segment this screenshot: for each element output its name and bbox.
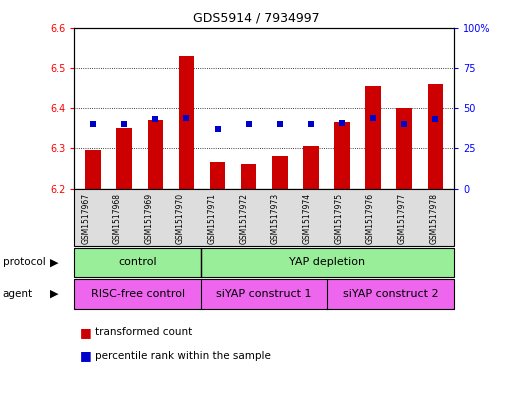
Bar [148, 120, 163, 189]
Text: GSM1517976: GSM1517976 [366, 193, 375, 244]
Point [369, 115, 377, 121]
Text: GSM1517971: GSM1517971 [208, 193, 216, 244]
Bar [85, 151, 101, 189]
Text: GSM1517975: GSM1517975 [334, 193, 343, 244]
Point [89, 121, 97, 127]
Point [431, 116, 440, 123]
Bar [116, 128, 132, 189]
Bar [303, 146, 319, 189]
Point [275, 121, 284, 127]
Bar [334, 122, 350, 189]
Bar [427, 84, 443, 189]
Text: percentile rank within the sample: percentile rank within the sample [95, 351, 271, 361]
Text: GDS5914 / 7934997: GDS5914 / 7934997 [193, 12, 320, 25]
Text: ▶: ▶ [50, 257, 58, 267]
Text: control: control [119, 257, 157, 267]
Text: GSM1517969: GSM1517969 [145, 193, 153, 244]
Text: transformed count: transformed count [95, 327, 192, 337]
Text: ■: ■ [80, 349, 91, 362]
Text: agent: agent [3, 289, 33, 299]
Text: GSM1517978: GSM1517978 [429, 193, 438, 244]
Bar [272, 156, 287, 189]
Text: ■: ■ [80, 325, 91, 339]
Text: siYAP construct 2: siYAP construct 2 [343, 289, 439, 299]
Text: protocol: protocol [3, 257, 45, 267]
Text: GSM1517967: GSM1517967 [81, 193, 90, 244]
Bar [210, 162, 225, 189]
Bar [241, 164, 256, 189]
Point [213, 126, 222, 132]
Text: GSM1517968: GSM1517968 [113, 193, 122, 244]
Text: GSM1517974: GSM1517974 [303, 193, 312, 244]
Point [338, 119, 346, 126]
Text: RISC-free control: RISC-free control [91, 289, 185, 299]
Point [400, 121, 408, 127]
Point [120, 121, 128, 127]
Text: siYAP construct 1: siYAP construct 1 [216, 289, 312, 299]
Point [245, 121, 253, 127]
Point [182, 115, 190, 121]
Text: GSM1517972: GSM1517972 [240, 193, 248, 244]
Bar [179, 56, 194, 189]
Point [151, 116, 160, 123]
Text: ▶: ▶ [50, 289, 58, 299]
Text: YAP depletion: YAP depletion [289, 257, 366, 267]
Text: GSM1517973: GSM1517973 [271, 193, 280, 244]
Bar [397, 108, 412, 189]
Point [307, 121, 315, 127]
Text: GSM1517970: GSM1517970 [176, 193, 185, 244]
Bar [365, 86, 381, 189]
Text: GSM1517977: GSM1517977 [398, 193, 406, 244]
